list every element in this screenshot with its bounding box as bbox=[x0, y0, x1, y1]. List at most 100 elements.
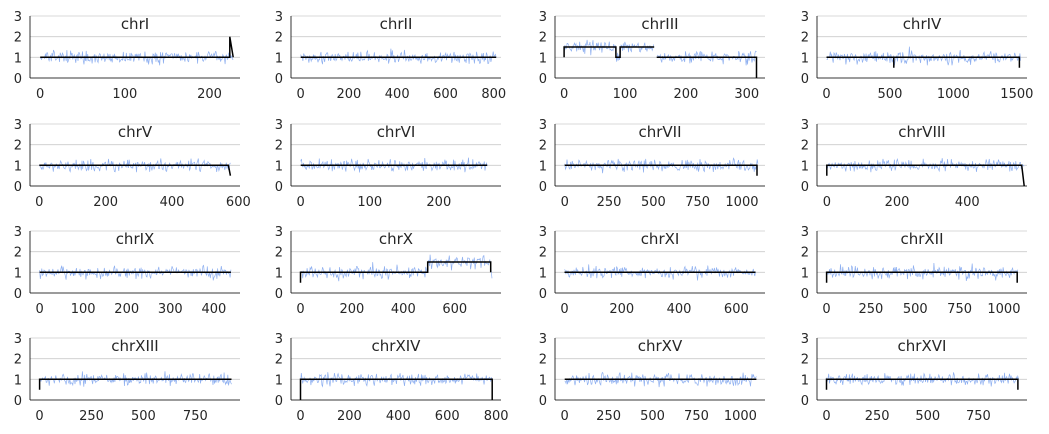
x-tick-label: 200 bbox=[337, 87, 362, 102]
y-tick-label: 1 bbox=[539, 159, 547, 174]
panel-title: chrI bbox=[121, 15, 149, 33]
x-tick-label: 400 bbox=[391, 302, 416, 317]
y-tick-label: 2 bbox=[539, 31, 547, 46]
panel-title: chrIII bbox=[641, 15, 678, 33]
panel-title: chrXI bbox=[641, 230, 680, 248]
panel-title: chrV bbox=[118, 123, 153, 141]
x-tick-label: 250 bbox=[596, 409, 621, 424]
x-tick-label: 200 bbox=[337, 409, 362, 424]
x-tick-label: 0 bbox=[822, 87, 830, 102]
x-tick-label: 500 bbox=[131, 409, 156, 424]
copy-number-line bbox=[299, 261, 492, 283]
x-tick-label: 500 bbox=[915, 409, 940, 424]
copy-number-line bbox=[826, 56, 1021, 68]
raw-coverage-trace bbox=[826, 46, 1022, 66]
panel-chrVII: 0 1 2 3 0 250 500 750 1000 chrVII bbox=[539, 118, 765, 210]
y-tick-label: 3 bbox=[275, 118, 283, 133]
y-tick-label: 1 bbox=[14, 159, 22, 174]
y-tick-label: 2 bbox=[275, 353, 283, 368]
y-tick-label: 3 bbox=[801, 225, 809, 240]
copy-number-line bbox=[826, 164, 1025, 187]
y-tick-label: 1 bbox=[539, 373, 547, 388]
x-tick-label: 200 bbox=[885, 195, 910, 210]
x-tick-label: 500 bbox=[641, 195, 666, 210]
panel-chrII: 0 1 2 3 0 200 400 600 800 chrII bbox=[275, 10, 506, 102]
y-tick-label: 0 bbox=[801, 394, 809, 409]
y-tick-label: 1 bbox=[801, 51, 809, 66]
x-tick-label: 250 bbox=[597, 195, 622, 210]
x-tick-label: 0 bbox=[560, 87, 568, 102]
y-tick-label: 3 bbox=[539, 225, 547, 240]
x-tick-label: 0 bbox=[36, 87, 44, 102]
x-tick-label: 1000 bbox=[725, 195, 758, 210]
x-tick-label: 400 bbox=[386, 409, 411, 424]
raw-coverage-trace bbox=[563, 39, 757, 66]
y-tick-label: 0 bbox=[275, 72, 283, 87]
copy-number-line bbox=[563, 46, 758, 78]
y-tick-label: 2 bbox=[801, 139, 809, 154]
x-tick-label: 0 bbox=[823, 195, 831, 210]
x-tick-label: 250 bbox=[865, 409, 890, 424]
raw-coverage-trace bbox=[564, 264, 756, 281]
y-tick-label: 3 bbox=[801, 332, 809, 347]
y-tick-label: 1 bbox=[14, 373, 22, 388]
panel-chrIX: 0 1 2 3 0 100 200 300 400 chrIX bbox=[14, 225, 240, 317]
copy-number-line bbox=[564, 164, 758, 176]
y-tick-label: 0 bbox=[14, 180, 22, 195]
y-tick-label: 1 bbox=[14, 266, 22, 281]
y-tick-label: 3 bbox=[14, 225, 22, 240]
x-tick-label: 200 bbox=[197, 87, 222, 102]
x-tick-label: 500 bbox=[878, 87, 903, 102]
y-tick-label: 3 bbox=[539, 10, 547, 25]
y-tick-label: 3 bbox=[539, 332, 547, 347]
x-tick-label: 750 bbox=[685, 195, 710, 210]
y-tick-label: 2 bbox=[275, 31, 283, 46]
panel-title: chrXII bbox=[900, 230, 943, 248]
x-tick-label: 300 bbox=[734, 87, 759, 102]
x-tick-label: 0 bbox=[297, 195, 305, 210]
y-tick-label: 3 bbox=[801, 10, 809, 25]
y-tick-label: 1 bbox=[539, 51, 547, 66]
panel-chrXI: 0 1 2 3 0 200 400 600 chrXI bbox=[539, 225, 765, 317]
x-tick-label: 400 bbox=[667, 302, 692, 317]
x-tick-label: 200 bbox=[114, 302, 139, 317]
y-tick-label: 2 bbox=[14, 246, 22, 261]
x-tick-label: 100 bbox=[613, 87, 638, 102]
raw-coverage-trace bbox=[826, 372, 1019, 387]
x-tick-label: 800 bbox=[481, 87, 506, 102]
y-tick-label: 0 bbox=[275, 180, 283, 195]
x-tick-label: 0 bbox=[561, 409, 569, 424]
y-tick-label: 3 bbox=[801, 118, 809, 133]
y-tick-label: 0 bbox=[539, 394, 547, 409]
x-tick-label: 750 bbox=[684, 409, 709, 424]
panel-chrIII: 0 1 2 3 0 100 200 300 chrIII bbox=[539, 10, 765, 102]
y-tick-label: 3 bbox=[14, 332, 22, 347]
copy-number-line bbox=[825, 378, 1019, 390]
panel-title: chrVII bbox=[638, 123, 681, 141]
raw-coverage-trace bbox=[39, 371, 232, 387]
y-tick-label: 2 bbox=[275, 139, 283, 154]
y-tick-label: 1 bbox=[275, 266, 283, 281]
y-tick-label: 0 bbox=[275, 394, 283, 409]
x-tick-label: 200 bbox=[609, 302, 634, 317]
panel-title: chrXIII bbox=[111, 337, 158, 355]
panel-chrVIII: 0 1 2 3 0 200 400 chrVIII bbox=[801, 118, 1027, 210]
x-tick-label: 200 bbox=[93, 195, 118, 210]
y-tick-label: 0 bbox=[801, 72, 809, 87]
x-tick-label: 0 bbox=[35, 195, 43, 210]
y-tick-label: 1 bbox=[801, 159, 809, 174]
panel-title: chrVIII bbox=[898, 123, 945, 141]
y-tick-label: 1 bbox=[275, 159, 283, 174]
x-tick-label: 250 bbox=[79, 409, 104, 424]
x-tick-label: 0 bbox=[35, 302, 43, 317]
y-tick-label: 2 bbox=[539, 246, 547, 261]
panel-title: chrXV bbox=[638, 337, 683, 355]
copy-number-line bbox=[39, 164, 232, 176]
y-tick-label: 0 bbox=[539, 180, 547, 195]
panel-title: chrXVI bbox=[898, 337, 947, 355]
x-tick-label: 200 bbox=[340, 302, 365, 317]
x-tick-label: 0 bbox=[297, 87, 305, 102]
y-tick-label: 3 bbox=[275, 225, 283, 240]
x-tick-label: 0 bbox=[822, 409, 830, 424]
x-tick-label: 0 bbox=[561, 195, 569, 210]
